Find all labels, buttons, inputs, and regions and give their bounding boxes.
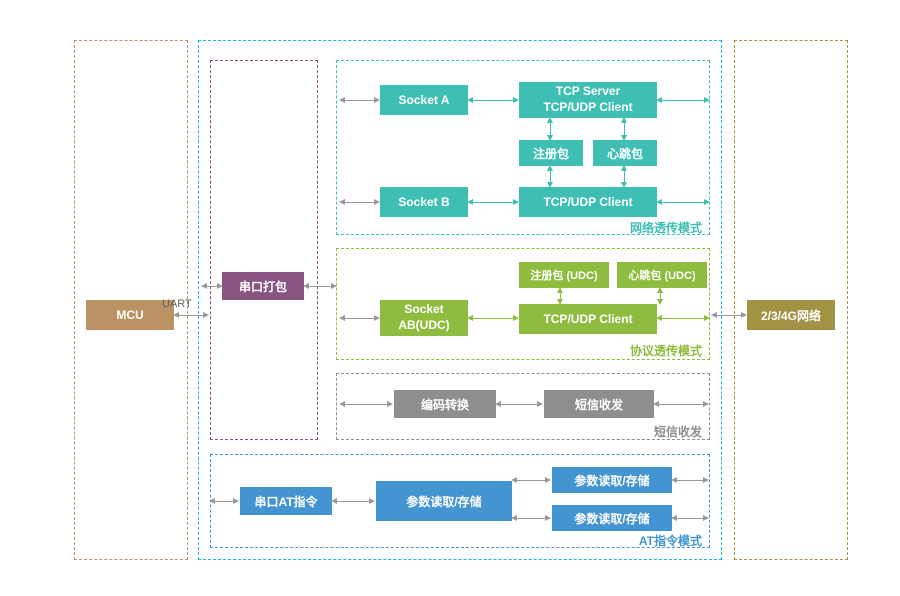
net-box: 2/3/4G网络	[747, 300, 835, 330]
proto-mode-label: 协议透传模式	[630, 342, 702, 359]
heart-pkt: 心跳包	[593, 140, 657, 166]
a-b3	[516, 480, 546, 481]
sms-mode-label: 短信收发	[654, 423, 702, 440]
a-t5	[624, 122, 625, 136]
reg-pkt: 注册包	[519, 140, 583, 166]
serial-pack-container	[210, 60, 318, 440]
reg-udc: 注册包 (UDC)	[519, 262, 609, 288]
a-t4	[550, 122, 551, 136]
a-t8	[344, 202, 375, 203]
a-g4	[560, 292, 561, 300]
param-rw2-box: 参数读取/存储	[552, 505, 672, 531]
tcp-server: TCP Server TCP/UDP Client	[519, 82, 657, 118]
a-g3	[661, 318, 705, 319]
arrow-net	[716, 315, 742, 316]
a-t9	[472, 202, 514, 203]
a-b4	[516, 518, 546, 519]
a-b2	[336, 501, 370, 502]
socket-ab: Socket AB(UDC)	[380, 300, 468, 336]
tcp-client-b: TCP/UDP Client	[519, 187, 657, 217]
a-s2	[500, 404, 538, 405]
arrow-mcu	[178, 315, 204, 316]
a-b6	[676, 518, 704, 519]
arrow-sp-r	[308, 286, 332, 287]
a-t7	[624, 170, 625, 183]
sms-box: 短信收发	[544, 390, 654, 418]
a-t10	[661, 202, 705, 203]
a-t1	[344, 100, 375, 101]
serial-pack-box: 串口打包	[222, 272, 304, 300]
at-cmd-box: 串口AT指令	[240, 487, 332, 515]
arrow-sp-l	[206, 286, 218, 287]
net-mode-label: 网络透传模式	[630, 219, 702, 236]
a-s1	[344, 404, 388, 405]
a-t6	[550, 170, 551, 183]
a-b1	[214, 501, 234, 502]
at-mode-label: AT指令模式	[639, 532, 702, 549]
a-t2	[472, 100, 514, 101]
a-g5	[660, 292, 661, 300]
tcp-udc: TCP/UDP Client	[519, 304, 657, 334]
encode-box: 编码转换	[394, 390, 496, 418]
param-rw1-box: 参数读取/存储	[552, 467, 672, 493]
a-t3	[661, 100, 705, 101]
uart-label: UART	[162, 298, 192, 310]
socket-b: Socket B	[380, 187, 468, 217]
param-rw-box: 参数读取/存储	[376, 481, 512, 521]
a-s3	[658, 404, 704, 405]
a-b5	[676, 480, 704, 481]
mcu-box: MCU	[86, 300, 174, 330]
a-g1	[344, 318, 375, 319]
heart-udc: 心跳包 (UDC)	[617, 262, 707, 288]
socket-a: Socket A	[380, 85, 468, 115]
a-g2	[472, 318, 514, 319]
